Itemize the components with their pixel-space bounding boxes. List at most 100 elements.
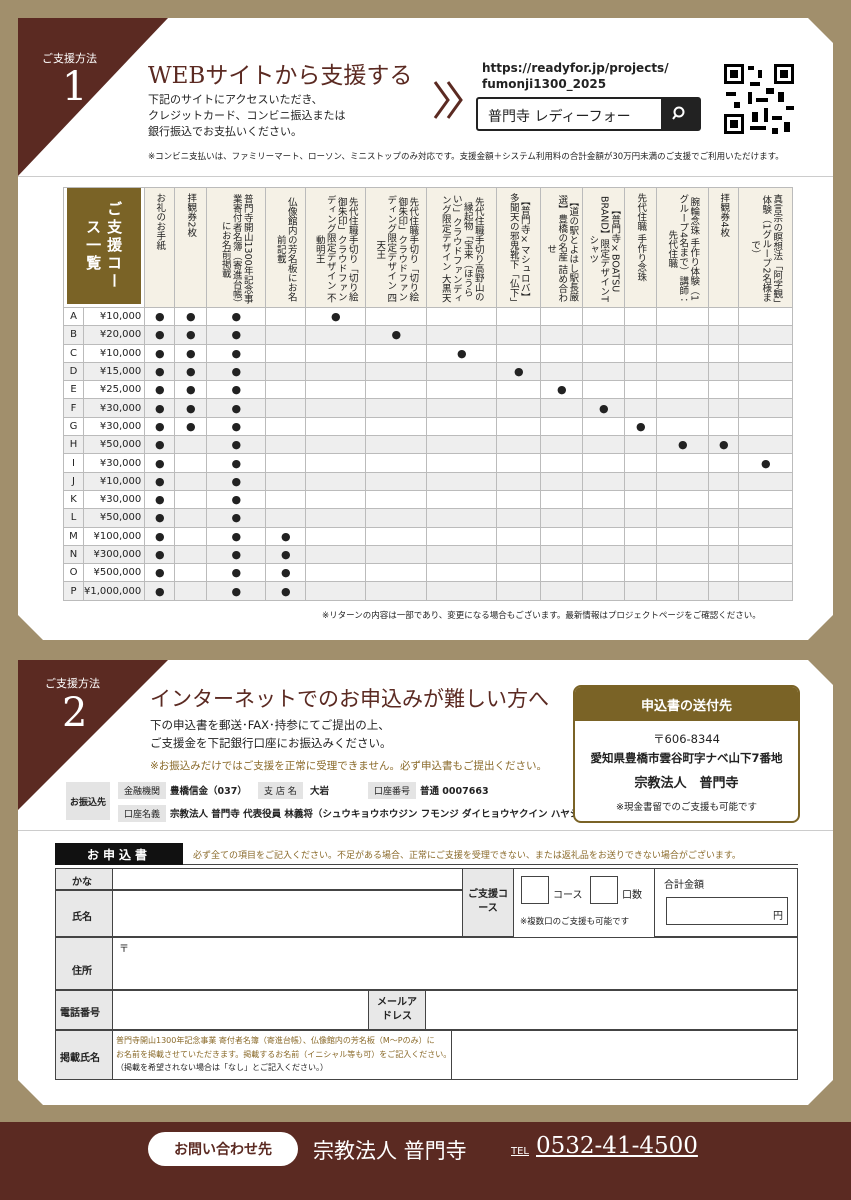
course-cell [656,416,710,437]
course-cell: ● [174,325,208,345]
course-cell [265,435,307,455]
column-header: 【普門寺×BOATSU BRAND】限定デザインTシャツ [582,187,626,308]
column-header: 腕輪念珠 手作り体験（1グループ4名まで）講師：先代住職 [656,187,710,308]
column-label: 拝観券2枚 [185,193,197,238]
course-cell [365,435,428,455]
course-amount: ¥1,000,000 [82,581,146,601]
units-field[interactable] [590,876,618,904]
url[interactable]: https://readyfor.jp/projects/ fumonji130… [482,60,669,92]
contact-label: お問い合わせ先 [148,1132,298,1166]
course-cell [708,526,740,546]
course-cell [738,544,794,565]
course-cell [738,380,794,400]
course-cell [426,325,498,345]
course-cell [174,508,208,528]
listing-field[interactable] [451,1030,798,1080]
column-header: 先代住職手切り高野山の縁起物「宝来（ほうらい）」クラウドファンディング限定デザイ… [426,187,498,308]
text-line: fumonji1300_2025 [482,77,607,91]
course-id: F [63,398,84,418]
course-row: O ¥500,000 ● ● ● [63,563,794,583]
course-cell [738,398,794,418]
search-button[interactable] [661,99,699,129]
course-cell [708,544,740,565]
total-cell [654,868,798,937]
tel: 0532-41-4500 [536,1133,698,1159]
course-amount: ¥50,000 [82,508,146,528]
course-cell: ● [144,325,176,345]
tel-label: TEL [511,1146,529,1157]
course-cell [426,489,498,510]
course-row: D ¥15,000 ● ● ● ● [63,361,794,382]
course-cell [582,343,626,363]
course-cell [708,380,740,400]
course-cell [582,416,626,437]
course-cell [540,471,584,491]
column-label: 腕輪念珠 手作り体験（1グループ4名まで）講師：先代住職 [666,193,700,305]
course-cell [426,306,498,327]
course-cell [426,380,498,400]
course-cell [738,526,794,546]
search-box[interactable]: 普門寺 レディーフォー [476,97,701,131]
course-cell [426,471,498,491]
course-cell: ● [206,544,267,565]
bank-field-label: 口座番号 [368,782,417,799]
name-label: 氏名 [72,912,92,923]
course-cell [708,508,740,528]
course-cell [305,435,367,455]
course-cell [708,343,740,363]
course-cell [174,563,208,583]
total-field[interactable] [666,897,788,925]
course-cell [305,471,367,491]
table-heading: ご支援コース一覧 [67,188,142,304]
course-cell [426,435,498,455]
course-cell: ● [426,343,498,363]
course-cell [305,526,367,546]
course-cell [708,453,740,473]
course-cell: ● [144,343,176,363]
phone-field[interactable] [112,990,369,1030]
course-cell [540,416,584,437]
column-label: 【普門寺×マシュロバ】多聞天の邪鬼靴下「仏下」 [507,193,530,307]
course-cell [738,471,794,491]
course-cell [426,544,498,565]
course-cell [496,563,542,583]
address-field[interactable] [112,937,798,990]
bank-field-label: 口座名義 [118,805,167,822]
email-field[interactable] [425,990,798,1030]
badge-number: 2 [62,690,88,736]
course-cell: ● [582,398,626,418]
form-title: お申込書 [55,843,183,865]
course-cell [305,489,367,510]
column-label: 真言宗の瞑想法「阿字観」体験（1グループ2名様まで） [749,194,783,304]
course-cell [365,508,428,528]
course-cell [496,508,542,528]
column-label: 拝観券4枚 [718,193,730,238]
column-header: 【道の駅とよはし駅長厳選】豊橋の名産 詰め合わせ [540,187,584,308]
kana-field[interactable] [112,868,463,890]
column-label: 先代住職手切り「切り絵御朱印」クラウドファンディング限定デザイン 不動明王 [313,195,358,303]
course-cell [582,563,626,583]
course-cell: ● [496,361,542,382]
yen: 円 [773,911,783,922]
course-cell [656,563,710,583]
course-cell [174,453,208,473]
course-cell: ● [144,544,176,565]
course-amount: ¥15,000 [82,361,146,382]
course-field[interactable] [521,876,549,904]
course-id: O [63,563,84,583]
course-cell: ● [365,325,428,345]
course-cell: ● [265,581,307,601]
course-row: F ¥30,000 ● ● ● ● [63,398,794,418]
course-cell [174,544,208,565]
course-cell [496,380,542,400]
arrows [433,81,463,119]
column-header: 先代住職 手作り念珠 [624,187,658,308]
course-cell [174,526,208,546]
course-cell [540,325,584,345]
course-row: I ¥30,000 ● ● ● [63,453,794,473]
course-cell [582,544,626,565]
course-label: ご支援コース [468,889,508,914]
name-field[interactable] [112,890,463,937]
course-cell [656,361,710,382]
course-id: B [63,325,84,345]
